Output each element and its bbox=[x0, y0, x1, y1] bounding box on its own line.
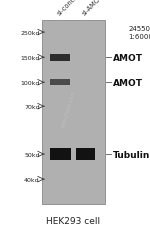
Bar bbox=[42, 20, 105, 204]
Text: 70kd: 70kd bbox=[24, 104, 40, 109]
Bar bbox=[50, 149, 70, 160]
Bar bbox=[50, 54, 70, 61]
Text: AMOT: AMOT bbox=[113, 78, 143, 87]
Text: si-AMOT: si-AMOT bbox=[81, 0, 105, 17]
Text: 40kd: 40kd bbox=[24, 177, 40, 182]
Text: Tubulin: Tubulin bbox=[113, 150, 150, 159]
Text: 100kd: 100kd bbox=[20, 80, 40, 85]
Text: 50kd: 50kd bbox=[24, 152, 40, 157]
Bar bbox=[50, 80, 70, 86]
Text: AMOT: AMOT bbox=[113, 53, 143, 62]
Bar bbox=[76, 149, 95, 160]
Text: si-control: si-control bbox=[56, 0, 82, 17]
Text: 24550-1-AP
1:6000: 24550-1-AP 1:6000 bbox=[128, 26, 150, 40]
Text: www.ptgab.com: www.ptgab.com bbox=[61, 89, 77, 128]
Text: HEK293 cell: HEK293 cell bbox=[46, 216, 100, 225]
Text: 250kd: 250kd bbox=[20, 30, 40, 35]
Text: 150kd: 150kd bbox=[20, 55, 40, 60]
